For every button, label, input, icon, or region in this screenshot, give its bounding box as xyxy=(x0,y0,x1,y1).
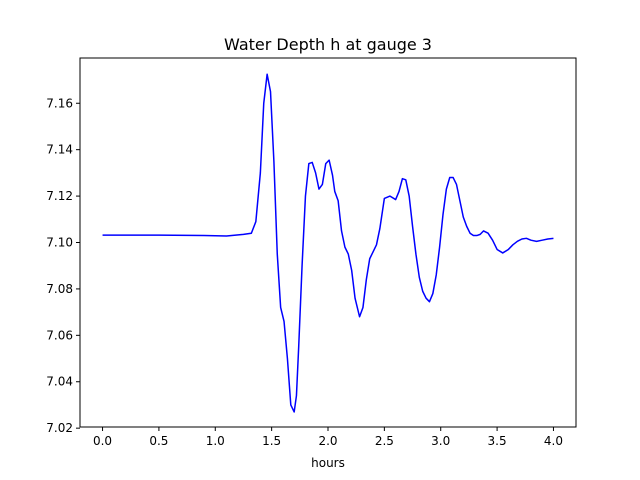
plot-area xyxy=(102,73,554,413)
y-tick-label: 7.08 xyxy=(46,282,73,296)
x-tick-label: 3.0 xyxy=(431,434,450,448)
x-tick-label: 4.0 xyxy=(544,434,563,448)
y-tick-label: 7.12 xyxy=(46,189,73,203)
x-tick-label: 2.0 xyxy=(318,434,337,448)
y-tick-label: 7.02 xyxy=(46,421,73,435)
x-axis-label: hours xyxy=(311,456,345,470)
x-axis: 0.0 0.5 1.0 1.5 2.0 2.5 3.0 3.5 4.0 xyxy=(93,427,563,448)
y-tick-label: 7.14 xyxy=(46,143,73,157)
chart-title: Water Depth h at gauge 3 xyxy=(224,35,432,54)
x-tick-label: 1.5 xyxy=(262,434,281,448)
x-tick-label: 2.5 xyxy=(375,434,394,448)
y-tick-label: 7.16 xyxy=(46,96,73,110)
series-line-0 xyxy=(102,73,554,413)
y-axis: 7.02 7.04 7.06 7.08 7.10 7.12 7.14 7.16 xyxy=(46,96,80,435)
x-tick-label: 0.5 xyxy=(149,434,168,448)
y-tick-label: 7.04 xyxy=(46,375,73,389)
x-tick-label: 3.5 xyxy=(488,434,507,448)
y-tick-label: 7.10 xyxy=(46,236,73,250)
x-tick-label: 0.0 xyxy=(93,434,112,448)
y-tick-label: 7.06 xyxy=(46,328,73,342)
x-tick-label: 1.0 xyxy=(206,434,225,448)
